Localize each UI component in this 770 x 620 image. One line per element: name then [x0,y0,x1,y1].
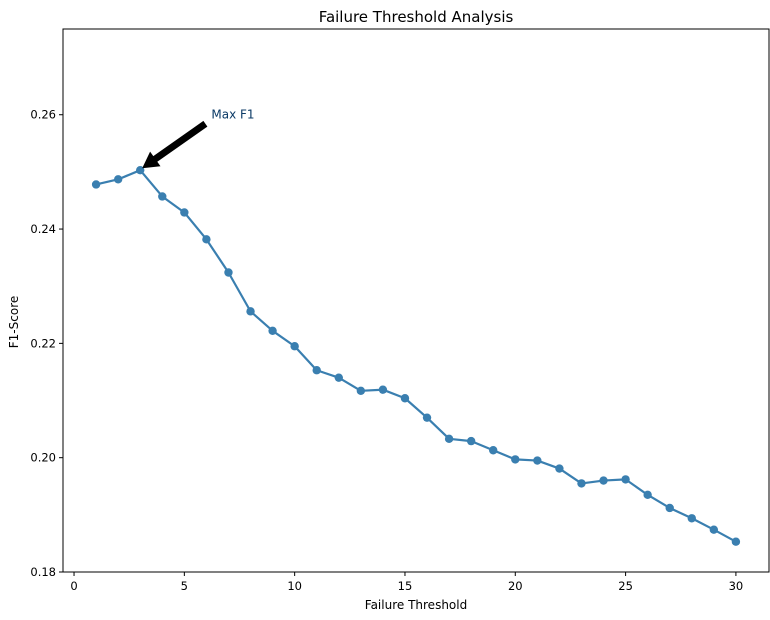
data-point [202,235,211,244]
annotation: Max F1 [142,108,255,169]
y-axis-label: F1-Score [7,296,21,348]
data-point [731,537,741,546]
data-point [665,503,674,513]
data-point [334,373,343,382]
data-point [113,175,123,184]
data-point [400,394,410,403]
annotation-arrow [142,120,208,169]
series-layer [91,165,741,546]
x-tick-label: 0 [70,579,77,593]
data-point [290,342,299,351]
plot-frame [62,28,770,573]
data-point [709,525,719,534]
data-point [533,456,542,465]
x-tick-label: 5 [181,579,188,593]
x-axis: 0 5 10 15 20 25 30 [70,572,743,593]
data-point [268,326,277,335]
x-tick-label: 30 [729,579,744,593]
data-point [422,413,432,422]
data-point [180,208,189,217]
x-tick-label: 20 [508,579,523,593]
x-tick-label: 10 [287,579,302,593]
plot-area [62,28,770,573]
data-point [643,490,652,500]
y-tick-label: 0.24 [30,222,56,236]
y-tick-label: 0.18 [30,565,56,579]
x-tick-label: 15 [398,579,413,593]
data-point [466,436,476,446]
data-point [489,446,498,455]
x-axis-label: Failure Threshold [365,598,467,612]
data-point [91,180,101,189]
data-point [599,476,608,485]
y-axis: 0.18 0.20 0.22 0.24 0.26 [30,108,63,579]
chart-title: Failure Threshold Analysis [319,8,514,26]
data-point [577,479,586,488]
data-point [312,366,321,375]
y-tick-label: 0.22 [30,336,56,350]
x-tick-label: 25 [618,579,633,593]
data-point [687,514,696,523]
y-tick-label: 0.20 [30,451,56,465]
series-line [95,169,737,543]
data-point [378,385,388,394]
data-point [158,192,167,201]
data-point [444,434,454,444]
data-point [555,464,564,473]
y-tick-label: 0.26 [30,108,56,122]
data-point [224,268,233,277]
annotation-text: Max F1 [211,108,254,122]
data-point [621,475,630,484]
data-point [246,307,255,316]
data-point [511,455,520,464]
data-point [356,386,366,396]
